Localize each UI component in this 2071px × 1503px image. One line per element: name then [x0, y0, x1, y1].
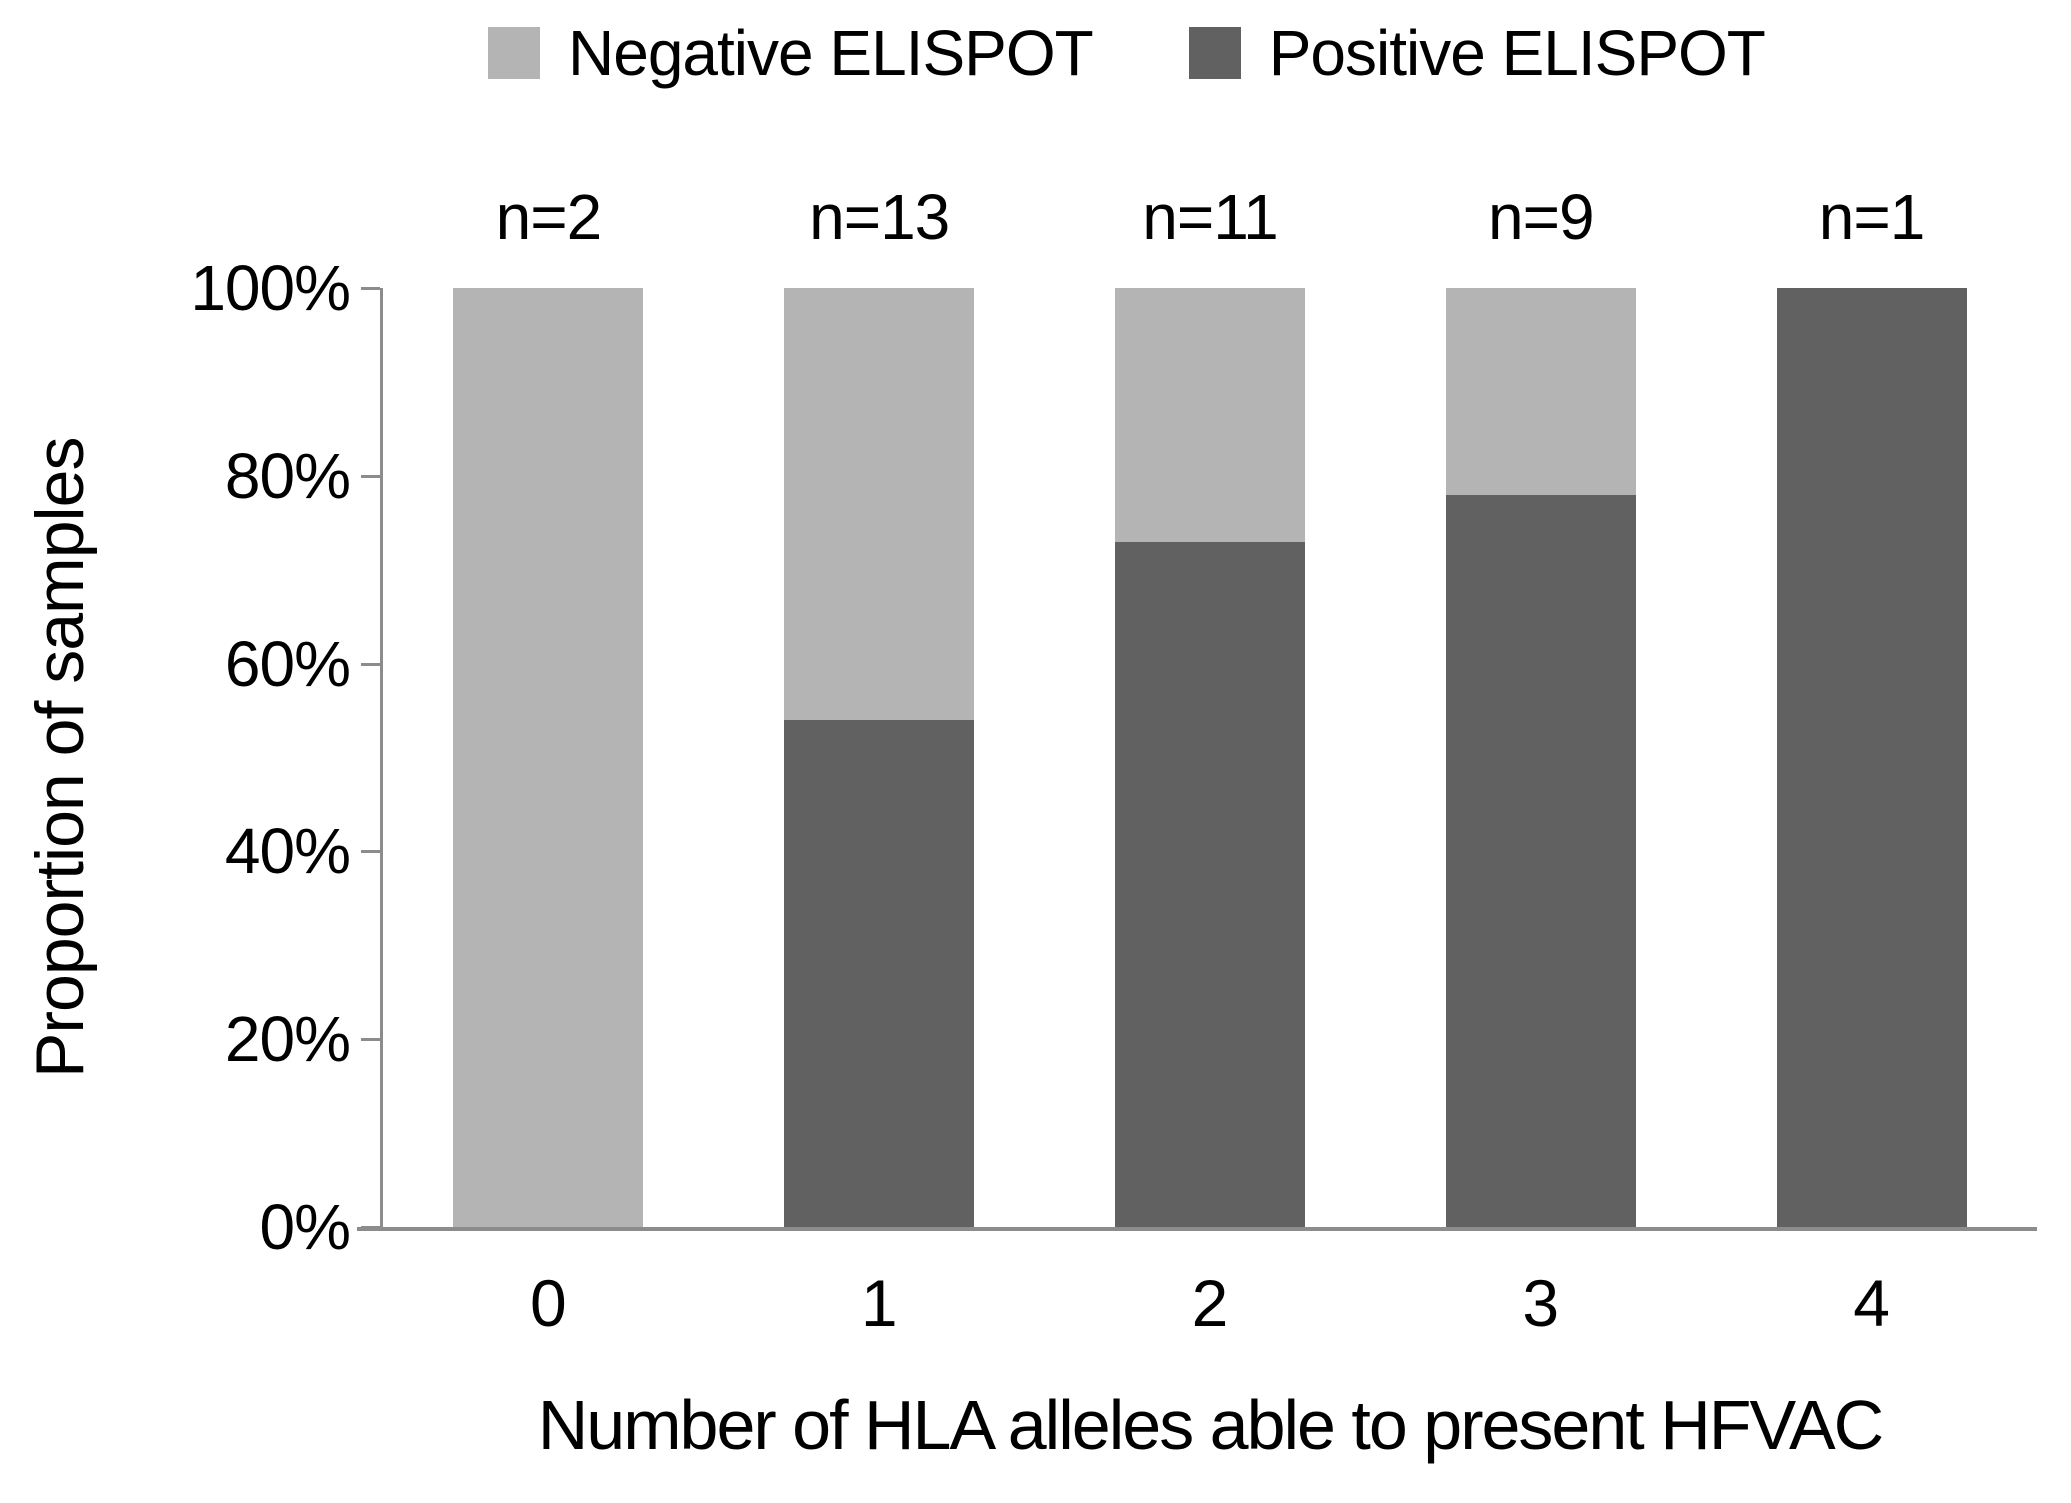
bar-column: n=13 1 [714, 181, 1045, 1340]
stacked-bar [453, 288, 644, 1227]
y-tick-label: 100% [190, 252, 351, 324]
bar-column: n=1 4 [1706, 181, 2037, 1340]
stacked-bar [1114, 288, 1305, 1227]
stacked-bar [784, 288, 975, 1227]
n-count-label: n=2 [495, 181, 603, 253]
bar-column: n=9 3 [1375, 181, 1706, 1340]
x-tick-label: 2 [1191, 1266, 1229, 1340]
legend-label: Positive ELISPOT [1268, 17, 1766, 89]
y-tick-label: 80% [224, 439, 351, 512]
bar-segment-negative [453, 288, 644, 1227]
y-tick-label: 40% [224, 815, 351, 888]
bar-segment-positive [1776, 288, 1967, 1227]
x-axis-title: Number of HLA alleles able to present HF… [537, 1386, 1885, 1464]
legend-item-positive: Positive ELISPOT [1188, 16, 1766, 90]
n-count-label: n=1 [1818, 181, 1926, 253]
y-tick-mark [361, 662, 380, 666]
y-tick-mark [361, 850, 380, 854]
positive-swatch-icon [1188, 27, 1241, 79]
bar-segment-positive [784, 719, 975, 1227]
bar-column: n=2 0 [383, 181, 714, 1340]
n-count-label: n=13 [809, 181, 950, 253]
bar-segment-positive [1114, 541, 1305, 1227]
stacked-bar [1776, 288, 1967, 1227]
y-tick-mark [361, 287, 380, 290]
x-tick-label: 4 [1853, 1266, 1890, 1340]
y-axis-title: Proportion of samples [22, 437, 98, 1078]
bar-segment-negative [1445, 288, 1636, 495]
x-tick-label: 0 [530, 1266, 567, 1340]
x-tick-label: 3 [1522, 1266, 1560, 1340]
negative-swatch-icon [488, 27, 540, 79]
bar-segment-negative [1114, 288, 1305, 542]
legend-label: Negative ELISPOT [568, 17, 1094, 89]
bar-column: n=11 2 [1045, 181, 1376, 1340]
y-tick-label: 0% [259, 1191, 351, 1263]
legend: Negative ELISPOT Positive ELISPOT [488, 16, 1766, 90]
y-tick-mark [361, 1226, 380, 1229]
x-tick-label: 1 [860, 1266, 898, 1340]
bar-columns: n=2 0 n=13 1 n=11 2 n=9 3 n=1 4 [383, 181, 2037, 1340]
y-tick-label: 20% [224, 1003, 351, 1076]
bar-segment-positive [1445, 494, 1636, 1227]
n-count-label: n=9 [1488, 181, 1595, 253]
legend-item-negative: Negative ELISPOT [488, 16, 1094, 90]
y-tick-mark [361, 1038, 380, 1042]
n-count-label: n=11 [1142, 181, 1278, 253]
plot-area: n=2 0 n=13 1 n=11 2 n=9 3 n=1 4 Number of HLA all… [190, 181, 2037, 1464]
x-axis-line [357, 1227, 2037, 1231]
bar-segment-negative [784, 288, 975, 720]
y-axis-line [380, 288, 383, 1227]
y-tick-mark [361, 474, 380, 478]
stacked-bar [1445, 288, 1636, 1227]
y-tick-label: 60% [224, 627, 351, 700]
